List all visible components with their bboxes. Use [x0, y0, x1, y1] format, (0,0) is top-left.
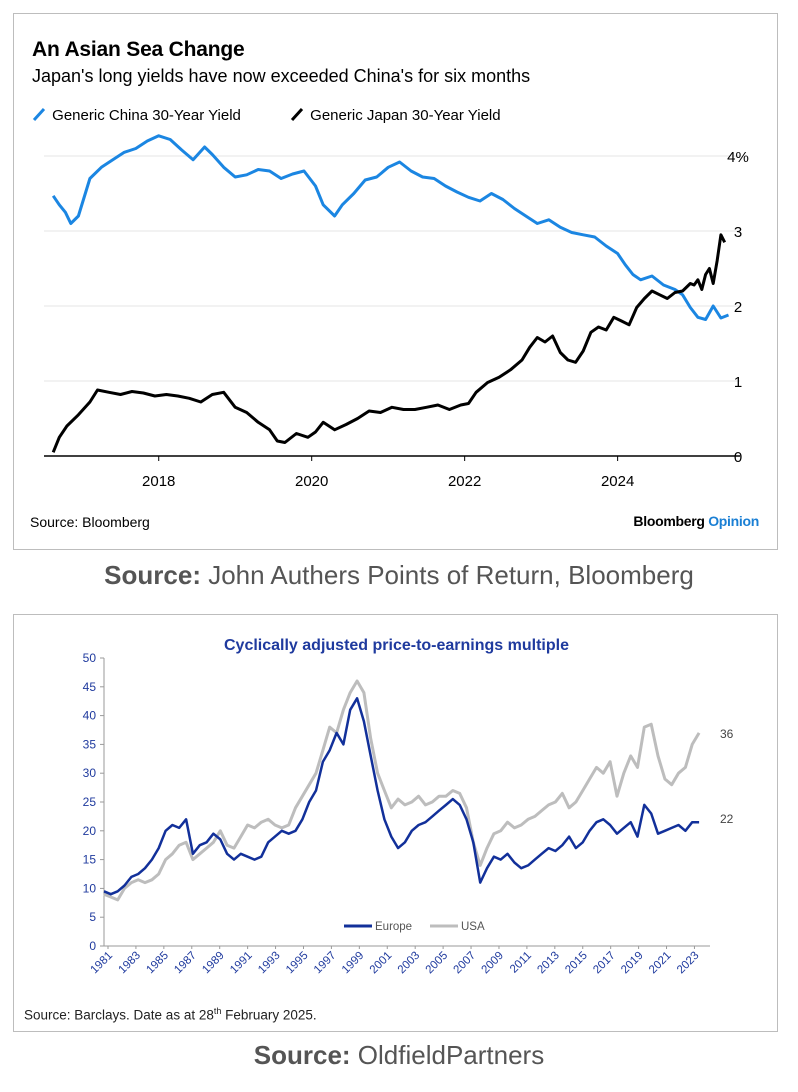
- chart1-y-tick-label: 4%: [727, 149, 749, 166]
- chart2-x-tick-label: 1993: [256, 950, 283, 977]
- chart1-x-tick-label: 2022: [448, 473, 481, 490]
- chart2-x-tick-label: 1981: [89, 950, 116, 977]
- chart2-x-tick-label: 1983: [116, 950, 143, 977]
- caption-first-bold: Source:: [104, 560, 201, 590]
- usa-cape-line: [103, 679, 701, 902]
- chart2-x-tick-label: 2015: [563, 950, 590, 977]
- chart2-plot: 0 5 10 15 20 25 30 35 40 45 50 1981 1983 1985 1987 1989…: [83, 651, 734, 977]
- chart2-x-tick-label: 1997: [312, 950, 339, 977]
- chart1-y-tick-label: 2: [734, 299, 742, 316]
- legend-japan: Generic Japan 30-Year Yield: [290, 106, 501, 124]
- chart2-source: Source: Barclays. Date as at 28th Februa…: [24, 1006, 317, 1023]
- chart2-x-tick-label: 1995: [284, 950, 311, 977]
- chart2-x-tick-label: 2017: [591, 950, 618, 977]
- legend-china: Generic China 30-Year Yield: [32, 106, 241, 124]
- chart2-y-tick-label: 15: [83, 853, 97, 867]
- chart1-title: An Asian Sea Change: [32, 38, 245, 61]
- chart2-x-tick-label: 2007: [452, 950, 479, 977]
- chart2-x-tick-label: 1999: [340, 950, 367, 977]
- caption-second-text: OldfieldPartners: [350, 1040, 545, 1070]
- chart2-x-tick-label: 2023: [675, 950, 702, 977]
- chart2-x-tick-label: 2003: [396, 950, 423, 977]
- caption-first-text: John Authers Points of Return, Bloomberg: [200, 560, 694, 590]
- legend-japan-label: Generic Japan 30-Year Yield: [310, 107, 501, 124]
- chart2-y-tick-label: 40: [83, 709, 97, 723]
- chart2-x-tick-label: 1991: [228, 950, 255, 977]
- chart1-y-tick-label: 0: [734, 449, 742, 466]
- chart2-x-tick-label: 2005: [424, 950, 451, 977]
- chart1-x-tick-label: 2024: [601, 473, 634, 490]
- japan-yield-line: [51, 233, 727, 453]
- chart2-x-tick-label: 1985: [144, 950, 171, 977]
- chart1-source: Source: Bloomberg: [30, 514, 150, 530]
- chart1-x-tick-label: 2020: [295, 473, 328, 490]
- chart1-x-tick-label: 2018: [142, 473, 175, 490]
- chart2-end-label-usa: 36: [720, 727, 734, 741]
- chart2-source-prefix: Source: Barclays. Date as at 28: [24, 1007, 214, 1023]
- brand-bloomberg: Bloomberg: [633, 513, 705, 529]
- caption-second: Source: OldfieldPartners: [0, 1040, 798, 1071]
- chart1-plot: 0 1 2 3 4% 2018 2020 2022 2024: [44, 134, 749, 490]
- cape-chart-panel: Cyclically adjusted price-to-earnings mu…: [13, 614, 778, 1032]
- china-yield-line: [51, 134, 730, 321]
- caption-first: Source: John Authers Points of Return, B…: [0, 560, 798, 591]
- chart2-y-tick-label: 20: [83, 824, 97, 838]
- chart2-x-tick-label: 2019: [619, 950, 646, 977]
- chart2-y-tick-label: 0: [89, 939, 96, 953]
- bloomberg-chart-panel: An Asian Sea Change Japan's long yields …: [13, 13, 778, 550]
- caption-second-bold: Source:: [253, 1040, 351, 1070]
- chart2-title: Cyclically adjusted price-to-earnings mu…: [224, 637, 569, 654]
- chart2-source-suffix: February 2025.: [221, 1007, 317, 1023]
- chart2-y-tick-label: 45: [83, 680, 97, 694]
- chart2-end-label-europe: 22: [720, 812, 734, 826]
- chart2-y-tick-label: 10: [83, 881, 97, 895]
- chart2-x-tick-label: 2001: [368, 950, 395, 977]
- legend-china-label: Generic China 30-Year Yield: [52, 107, 241, 124]
- chart2-x-tick-label: 1989: [200, 950, 227, 977]
- chart2-x-tick-label: 2011: [508, 950, 534, 976]
- legend-china-swatch-icon: [32, 107, 46, 122]
- chart1-subtitle: Japan's long yields have now exceeded Ch…: [32, 66, 531, 86]
- chart2-x-tick-label: 2021: [647, 950, 674, 977]
- bloomberg-opinion-logo: Bloomberg Opinion: [633, 513, 759, 529]
- legend-usa-label: USA: [461, 921, 485, 933]
- europe-cape-line: [103, 697, 700, 896]
- brand-opinion: Opinion: [708, 513, 759, 529]
- chart1-y-tick-label: 3: [734, 224, 742, 241]
- legend-europe-label: Europe: [375, 921, 412, 933]
- chart2-x-tick-label: 2009: [480, 950, 507, 977]
- legend-japan-swatch-icon: [290, 107, 304, 122]
- chart2-y-tick-label: 35: [83, 737, 97, 751]
- chart2-y-tick-label: 50: [83, 651, 97, 665]
- chart2-y-tick-label: 30: [83, 766, 97, 780]
- chart2-y-tick-label: 25: [83, 795, 97, 809]
- chart1-y-tick-label: 1: [734, 374, 742, 391]
- chart2-x-tick-label: 2013: [535, 950, 562, 977]
- chart2-y-tick-label: 5: [89, 910, 96, 924]
- chart2-source-sup: th: [213, 1006, 222, 1016]
- chart2-x-tick-label: 1987: [172, 950, 199, 977]
